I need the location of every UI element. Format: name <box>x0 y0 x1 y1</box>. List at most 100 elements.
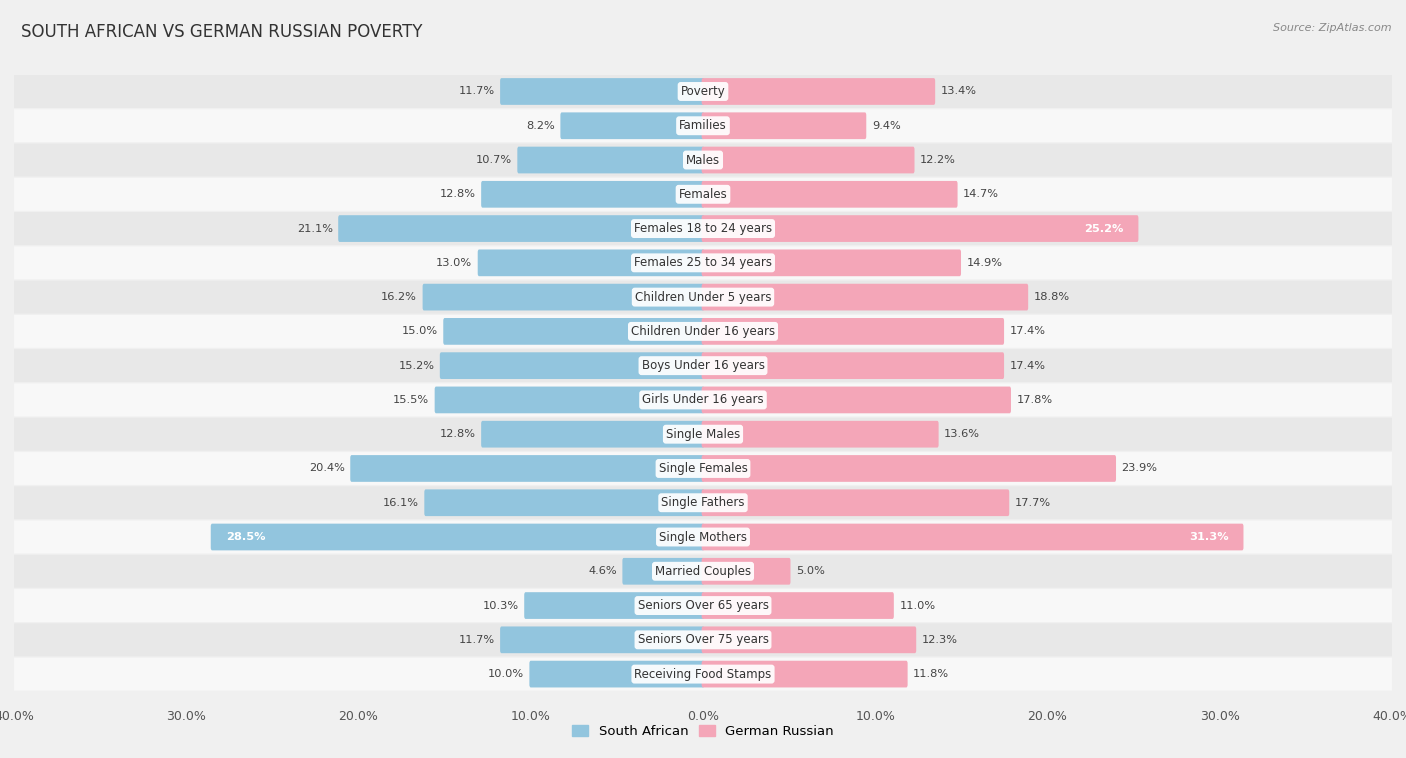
FancyBboxPatch shape <box>14 658 1392 691</box>
FancyBboxPatch shape <box>14 589 1392 622</box>
FancyBboxPatch shape <box>14 555 1392 587</box>
Text: 10.3%: 10.3% <box>482 600 519 610</box>
Text: Single Females: Single Females <box>658 462 748 475</box>
FancyBboxPatch shape <box>702 146 914 174</box>
Text: 31.3%: 31.3% <box>1188 532 1229 542</box>
FancyBboxPatch shape <box>517 146 704 174</box>
FancyBboxPatch shape <box>425 490 704 516</box>
FancyBboxPatch shape <box>561 112 704 139</box>
Text: 28.5%: 28.5% <box>226 532 266 542</box>
Text: Females 18 to 24 years: Females 18 to 24 years <box>634 222 772 235</box>
Text: 10.0%: 10.0% <box>488 669 524 679</box>
FancyBboxPatch shape <box>14 452 1392 485</box>
Text: 17.4%: 17.4% <box>1010 361 1046 371</box>
Text: Girls Under 16 years: Girls Under 16 years <box>643 393 763 406</box>
FancyBboxPatch shape <box>440 352 704 379</box>
Text: 12.8%: 12.8% <box>440 190 475 199</box>
FancyBboxPatch shape <box>702 181 957 208</box>
FancyBboxPatch shape <box>702 387 1011 413</box>
FancyBboxPatch shape <box>501 78 704 105</box>
Text: 4.6%: 4.6% <box>588 566 617 576</box>
Text: Children Under 16 years: Children Under 16 years <box>631 325 775 338</box>
FancyBboxPatch shape <box>14 521 1392 553</box>
FancyBboxPatch shape <box>14 212 1392 245</box>
FancyBboxPatch shape <box>14 349 1392 382</box>
FancyBboxPatch shape <box>339 215 704 242</box>
Text: Poverty: Poverty <box>681 85 725 98</box>
FancyBboxPatch shape <box>423 283 704 311</box>
Text: Children Under 5 years: Children Under 5 years <box>634 290 772 304</box>
Legend: South African, German Russian: South African, German Russian <box>567 720 839 744</box>
Text: 13.0%: 13.0% <box>436 258 472 268</box>
FancyBboxPatch shape <box>350 455 704 482</box>
FancyBboxPatch shape <box>211 524 704 550</box>
Text: 25.2%: 25.2% <box>1084 224 1123 233</box>
FancyBboxPatch shape <box>702 661 908 688</box>
FancyBboxPatch shape <box>702 283 1028 311</box>
FancyBboxPatch shape <box>14 178 1392 211</box>
FancyBboxPatch shape <box>14 143 1392 177</box>
FancyBboxPatch shape <box>14 109 1392 143</box>
FancyBboxPatch shape <box>524 592 704 619</box>
Text: Families: Families <box>679 119 727 132</box>
Text: 16.2%: 16.2% <box>381 292 418 302</box>
Text: Boys Under 16 years: Boys Under 16 years <box>641 359 765 372</box>
FancyBboxPatch shape <box>478 249 704 276</box>
FancyBboxPatch shape <box>702 112 866 139</box>
Text: 5.0%: 5.0% <box>796 566 825 576</box>
FancyBboxPatch shape <box>14 487 1392 519</box>
Text: 12.3%: 12.3% <box>922 634 957 645</box>
Text: 17.4%: 17.4% <box>1010 327 1046 337</box>
Text: Source: ZipAtlas.com: Source: ZipAtlas.com <box>1274 23 1392 33</box>
Text: 8.2%: 8.2% <box>526 121 555 131</box>
Text: SOUTH AFRICAN VS GERMAN RUSSIAN POVERTY: SOUTH AFRICAN VS GERMAN RUSSIAN POVERTY <box>21 23 423 41</box>
FancyBboxPatch shape <box>702 352 1004 379</box>
Text: Males: Males <box>686 154 720 167</box>
FancyBboxPatch shape <box>530 661 704 688</box>
Text: Females: Females <box>679 188 727 201</box>
Text: 14.9%: 14.9% <box>966 258 1002 268</box>
Text: 17.7%: 17.7% <box>1015 498 1050 508</box>
Text: 21.1%: 21.1% <box>297 224 333 233</box>
FancyBboxPatch shape <box>702 249 962 276</box>
FancyBboxPatch shape <box>481 181 704 208</box>
FancyBboxPatch shape <box>702 626 917 653</box>
Text: 14.7%: 14.7% <box>963 190 1000 199</box>
FancyBboxPatch shape <box>14 384 1392 416</box>
FancyBboxPatch shape <box>702 78 935 105</box>
Text: 12.2%: 12.2% <box>920 155 956 165</box>
FancyBboxPatch shape <box>481 421 704 447</box>
FancyBboxPatch shape <box>434 387 704 413</box>
FancyBboxPatch shape <box>623 558 704 584</box>
Text: 11.8%: 11.8% <box>912 669 949 679</box>
FancyBboxPatch shape <box>443 318 704 345</box>
Text: 15.0%: 15.0% <box>402 327 437 337</box>
Text: Single Fathers: Single Fathers <box>661 496 745 509</box>
FancyBboxPatch shape <box>501 626 704 653</box>
Text: 23.9%: 23.9% <box>1122 463 1157 474</box>
FancyBboxPatch shape <box>14 623 1392 656</box>
Text: 16.1%: 16.1% <box>382 498 419 508</box>
Text: 11.7%: 11.7% <box>458 634 495 645</box>
FancyBboxPatch shape <box>14 315 1392 348</box>
Text: 11.7%: 11.7% <box>458 86 495 96</box>
FancyBboxPatch shape <box>702 455 1116 482</box>
FancyBboxPatch shape <box>14 246 1392 279</box>
Text: 15.5%: 15.5% <box>394 395 429 405</box>
Text: 20.4%: 20.4% <box>309 463 344 474</box>
FancyBboxPatch shape <box>702 558 790 584</box>
Text: 15.2%: 15.2% <box>398 361 434 371</box>
FancyBboxPatch shape <box>702 592 894 619</box>
FancyBboxPatch shape <box>14 280 1392 314</box>
Text: 13.6%: 13.6% <box>945 429 980 439</box>
Text: Seniors Over 65 years: Seniors Over 65 years <box>637 599 769 612</box>
Text: Females 25 to 34 years: Females 25 to 34 years <box>634 256 772 269</box>
Text: 17.8%: 17.8% <box>1017 395 1053 405</box>
FancyBboxPatch shape <box>702 318 1004 345</box>
FancyBboxPatch shape <box>702 421 939 447</box>
FancyBboxPatch shape <box>14 75 1392 108</box>
FancyBboxPatch shape <box>702 215 1139 242</box>
Text: 18.8%: 18.8% <box>1033 292 1070 302</box>
Text: 10.7%: 10.7% <box>475 155 512 165</box>
Text: 11.0%: 11.0% <box>900 600 935 610</box>
